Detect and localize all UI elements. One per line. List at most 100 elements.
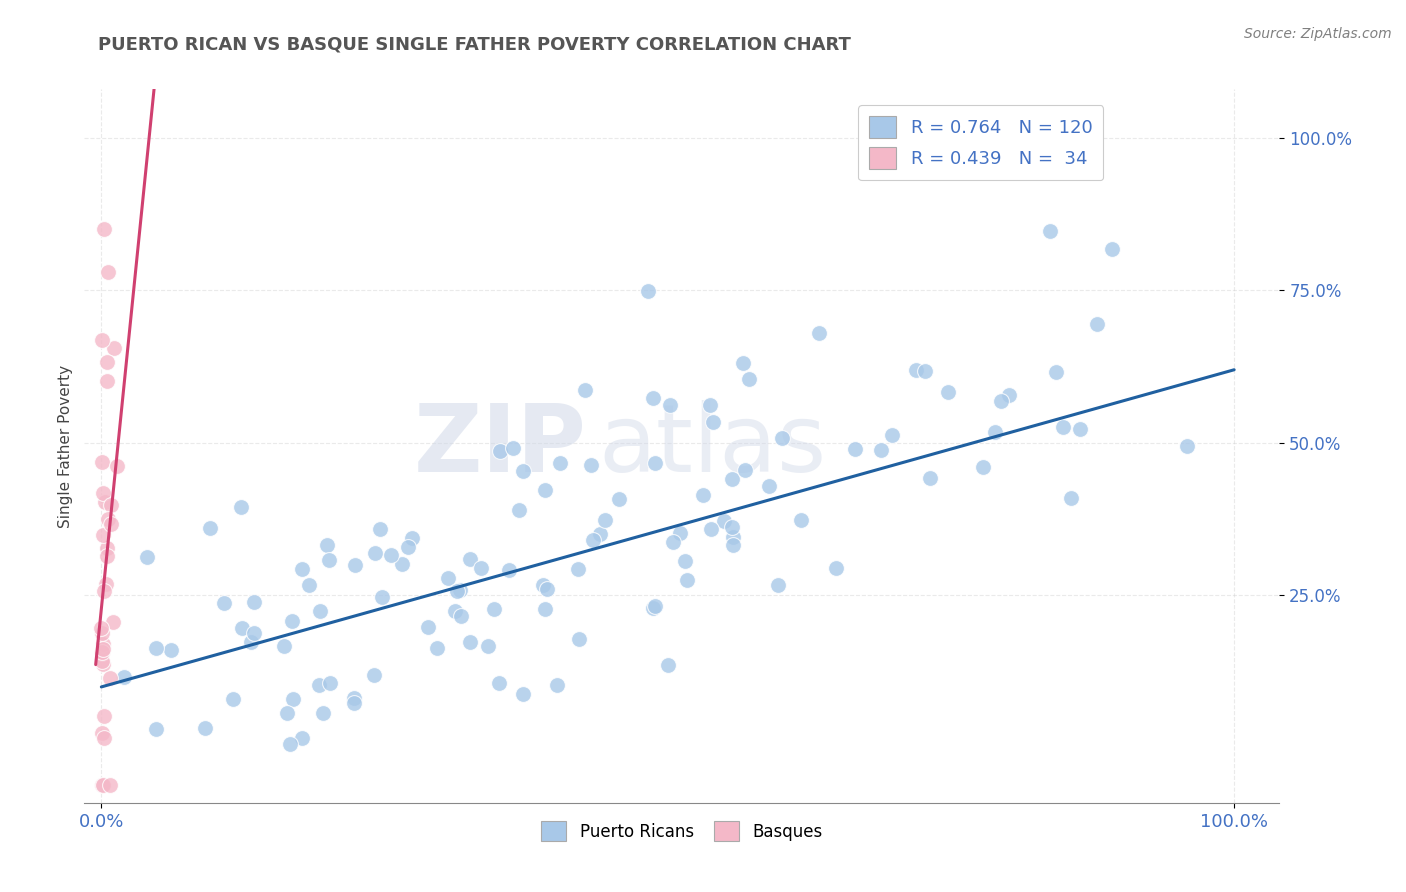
Point xyxy=(96,374,118,388)
Point xyxy=(91,726,114,740)
Point xyxy=(96,355,118,369)
Point xyxy=(702,415,724,429)
Point xyxy=(734,463,756,477)
Point xyxy=(91,528,114,542)
Point xyxy=(918,470,941,484)
Point xyxy=(418,620,440,634)
Point xyxy=(91,645,114,659)
Point xyxy=(100,516,122,531)
Point xyxy=(567,562,589,576)
Point xyxy=(136,549,159,564)
Point xyxy=(700,522,723,536)
Point xyxy=(637,284,659,298)
Point xyxy=(243,625,266,640)
Point xyxy=(990,393,1012,408)
Point xyxy=(808,326,831,341)
Point xyxy=(101,615,124,629)
Point xyxy=(97,511,120,525)
Point xyxy=(825,561,848,575)
Point xyxy=(790,513,813,527)
Point xyxy=(581,458,603,472)
Point xyxy=(458,635,481,649)
Point xyxy=(222,691,245,706)
Point xyxy=(713,515,735,529)
Point xyxy=(593,512,616,526)
Point xyxy=(316,538,339,552)
Point xyxy=(536,582,558,596)
Point xyxy=(484,602,506,616)
Point xyxy=(243,595,266,609)
Point xyxy=(676,573,699,587)
Point xyxy=(972,460,994,475)
Point xyxy=(380,548,402,562)
Point xyxy=(100,498,122,512)
Point xyxy=(721,472,744,486)
Legend: Puerto Ricans, Basques: Puerto Ricans, Basques xyxy=(534,814,830,848)
Point xyxy=(658,398,681,412)
Point xyxy=(91,777,114,791)
Point xyxy=(200,521,222,535)
Point xyxy=(731,356,754,370)
Point xyxy=(644,599,666,613)
Point xyxy=(273,639,295,653)
Point xyxy=(96,576,118,591)
Point xyxy=(721,530,744,544)
Point xyxy=(276,706,298,720)
Point xyxy=(91,657,114,671)
Text: Source: ZipAtlas.com: Source: ZipAtlas.com xyxy=(1244,27,1392,41)
Point xyxy=(882,428,904,442)
Point xyxy=(470,561,492,575)
Point xyxy=(449,582,471,597)
Point xyxy=(93,584,115,599)
Point xyxy=(231,500,253,514)
Text: PUERTO RICAN VS BASQUE SINGLE FATHER POVERTY CORRELATION CHART: PUERTO RICAN VS BASQUE SINGLE FATHER POV… xyxy=(98,36,851,54)
Y-axis label: Single Father Poverty: Single Father Poverty xyxy=(58,365,73,527)
Point xyxy=(318,553,340,567)
Point xyxy=(844,442,866,457)
Point xyxy=(281,691,304,706)
Point xyxy=(1045,365,1067,379)
Point xyxy=(984,425,1007,439)
Point xyxy=(437,571,460,585)
Point xyxy=(93,495,115,509)
Point xyxy=(308,604,330,618)
Point xyxy=(758,479,780,493)
Point xyxy=(90,655,112,669)
Point xyxy=(368,522,391,536)
Point xyxy=(669,525,692,540)
Point xyxy=(446,584,468,599)
Point xyxy=(370,590,392,604)
Point xyxy=(692,487,714,501)
Point xyxy=(905,363,928,377)
Point xyxy=(96,549,118,564)
Point xyxy=(770,431,793,445)
Point xyxy=(96,541,118,555)
Point xyxy=(291,731,314,745)
Point xyxy=(1069,422,1091,436)
Point xyxy=(568,632,591,646)
Point xyxy=(391,557,413,571)
Point xyxy=(145,723,167,737)
Point xyxy=(548,456,571,470)
Point xyxy=(582,533,605,548)
Point xyxy=(720,520,742,534)
Point xyxy=(91,637,114,651)
Point xyxy=(673,554,696,568)
Point xyxy=(489,444,512,458)
Point xyxy=(914,364,936,378)
Point xyxy=(458,552,481,566)
Point xyxy=(98,777,121,791)
Text: ZIP: ZIP xyxy=(413,400,586,492)
Point xyxy=(93,731,115,746)
Point xyxy=(766,577,789,591)
Point xyxy=(533,602,555,616)
Point xyxy=(426,641,449,656)
Point xyxy=(641,391,664,405)
Point xyxy=(609,492,631,507)
Point xyxy=(312,706,335,721)
Point xyxy=(502,442,524,456)
Point xyxy=(512,464,534,478)
Point xyxy=(512,687,534,701)
Point xyxy=(278,737,301,751)
Point xyxy=(477,639,499,653)
